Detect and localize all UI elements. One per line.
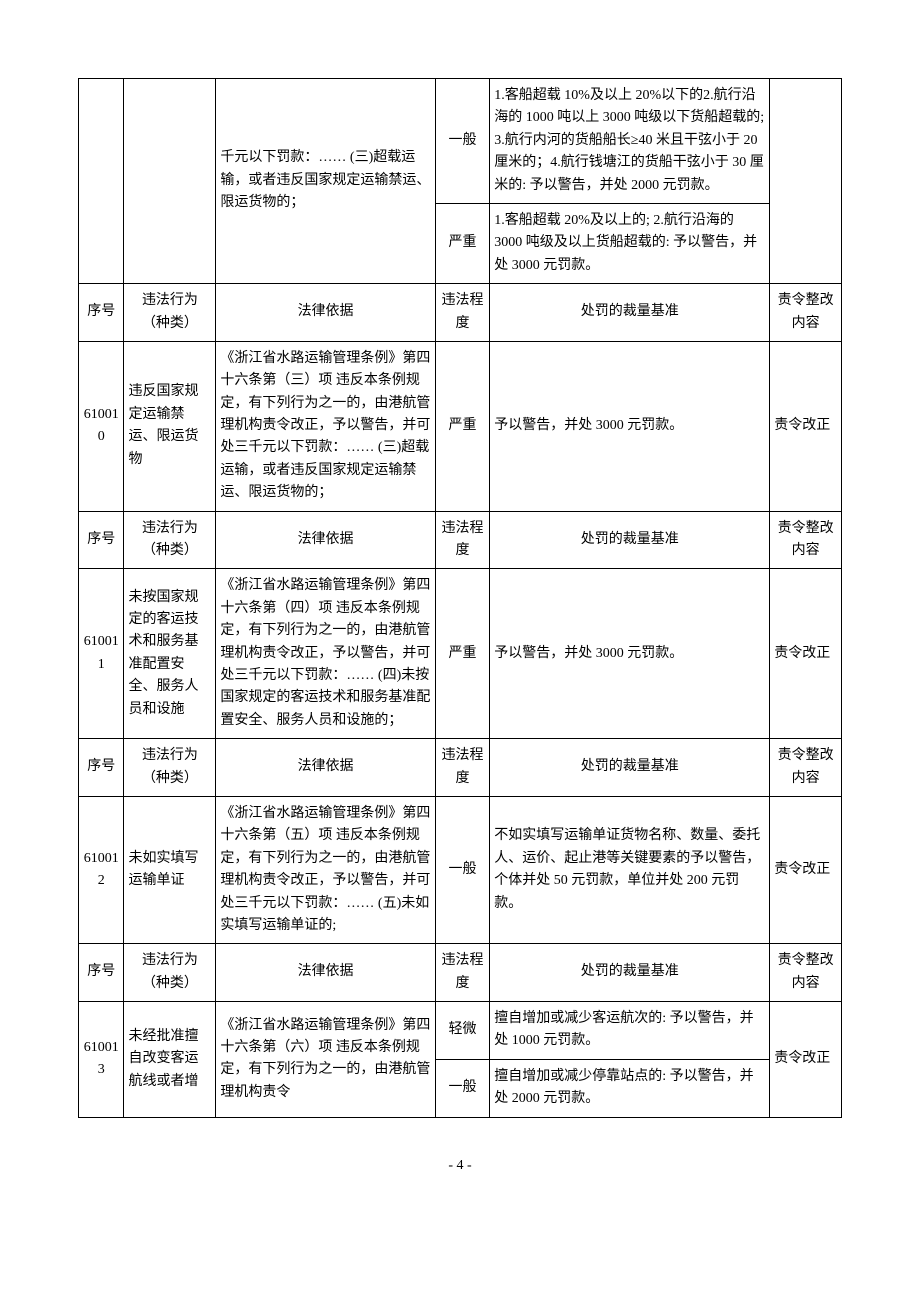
hdr-ord: 责令整改内容 [770,739,842,797]
cell-sev: 严重 [435,569,490,739]
table-row: 610011 未按国家规定的客运技术和服务基准配置安全、服务人员和设施 《浙江省… [79,569,842,739]
cell-law: 《浙江省水路运输管理条例》第四十六条第（三）项 违反本条例规定，有下列行为之一的… [216,341,435,511]
cell-sev: 轻微 [435,1002,490,1060]
table-header: 序号 违法行为（种类） 法律依据 违法程度 处罚的裁量基准 责令整改内容 [79,284,842,342]
hdr-law: 法律依据 [216,284,435,342]
cell-sev: 严重 [435,341,490,511]
hdr-sev: 违法程度 [435,511,490,569]
hdr-sev: 违法程度 [435,284,490,342]
hdr-seq: 序号 [79,944,124,1002]
hdr-law: 法律依据 [216,511,435,569]
table-header: 序号 违法行为（种类） 法律依据 违法程度 处罚的裁量基准 责令整改内容 [79,944,842,1002]
cell-type: 未按国家规定的客运技术和服务基准配置安全、服务人员和设施 [124,569,216,739]
cell-sev: 一般 [435,796,490,943]
cell-seq: 610010 [79,341,124,511]
table-header: 序号 违法行为（种类） 法律依据 违法程度 处罚的裁量基准 责令整改内容 [79,511,842,569]
hdr-type: 违法行为（种类） [124,944,216,1002]
cell-std: 1.客船超载 10%及以上 20%以下的2.航行沿海的 1000 吨以上 300… [490,79,770,204]
hdr-seq: 序号 [79,739,124,797]
cell-type: 违反国家规定运输禁运、限运货物 [124,341,216,511]
hdr-sev: 违法程度 [435,944,490,1002]
cell-law: 《浙江省水路运输管理条例》第四十六条第（六）项 违反本条例规定，有下列行为之一的… [216,1002,435,1118]
cell-type: 未经批准擅自改变客运航线或者增 [124,1002,216,1118]
cell-ord: 责令改正 [770,569,842,739]
table-header: 序号 违法行为（种类） 法律依据 违法程度 处罚的裁量基准 责令整改内容 [79,739,842,797]
page-footer: - 4 - [78,1158,842,1174]
cell-std: 予以警告，并处 3000 元罚款。 [490,341,770,511]
hdr-type: 违法行为（种类） [124,284,216,342]
cell-seq: 610013 [79,1002,124,1118]
cell-seq: 610011 [79,569,124,739]
cell-ord [770,79,842,284]
cell-std: 1.客船超载 20%及以上的; 2.航行沿海的 3000 吨级及以上货船超载的:… [490,203,770,283]
table-row: 610010 违反国家规定运输禁运、限运货物 《浙江省水路运输管理条例》第四十六… [79,341,842,511]
cell-ord: 责令改正 [770,1002,842,1118]
cell-law: 《浙江省水路运输管理条例》第四十六条第（四）项 违反本条例规定，有下列行为之一的… [216,569,435,739]
cell-seq [79,79,124,284]
hdr-seq: 序号 [79,284,124,342]
hdr-ord: 责令整改内容 [770,284,842,342]
cell-sev: 严重 [435,203,490,283]
hdr-ord: 责令整改内容 [770,944,842,1002]
cell-ord: 责令改正 [770,796,842,943]
cell-law: 《浙江省水路运输管理条例》第四十六条第（五）项 违反本条例规定，有下列行为之一的… [216,796,435,943]
regulation-table: 千元以下罚款：…… (三)超载运输，或者违反国家规定运输禁运、限运货物的； 一般… [78,78,842,1118]
hdr-sev: 违法程度 [435,739,490,797]
cell-seq: 610012 [79,796,124,943]
cell-std: 不如实填写运输单证货物名称、数量、委托人、运价、起止港等关键要素的予以警告，个体… [490,796,770,943]
hdr-law: 法律依据 [216,944,435,1002]
hdr-ord: 责令整改内容 [770,511,842,569]
cell-type [124,79,216,284]
cell-law: 千元以下罚款：…… (三)超载运输，或者违反国家规定运输禁运、限运货物的； [216,79,435,284]
table-row: 千元以下罚款：…… (三)超载运输，或者违反国家规定运输禁运、限运货物的； 一般… [79,79,842,204]
cell-type: 未如实填写运输单证 [124,796,216,943]
hdr-std: 处罚的裁量基准 [490,944,770,1002]
cell-sev: 一般 [435,1059,490,1117]
cell-sev: 一般 [435,79,490,204]
hdr-law: 法律依据 [216,739,435,797]
table-row: 610012 未如实填写运输单证 《浙江省水路运输管理条例》第四十六条第（五）项… [79,796,842,943]
hdr-std: 处罚的裁量基准 [490,739,770,797]
hdr-std: 处罚的裁量基准 [490,511,770,569]
cell-std: 擅自增加或减少客运航次的: 予以警告，并处 1000 元罚款。 [490,1002,770,1060]
cell-std: 予以警告，并处 3000 元罚款。 [490,569,770,739]
page-container: 千元以下罚款：…… (三)超载运输，或者违反国家规定运输禁运、限运货物的； 一般… [0,0,920,1204]
hdr-seq: 序号 [79,511,124,569]
hdr-type: 违法行为（种类） [124,739,216,797]
cell-ord: 责令改正 [770,341,842,511]
hdr-std: 处罚的裁量基准 [490,284,770,342]
table-row: 610013 未经批准擅自改变客运航线或者增 《浙江省水路运输管理条例》第四十六… [79,1002,842,1060]
cell-std: 擅自增加或减少停靠站点的: 予以警告，并处 2000 元罚款。 [490,1059,770,1117]
hdr-type: 违法行为（种类） [124,511,216,569]
